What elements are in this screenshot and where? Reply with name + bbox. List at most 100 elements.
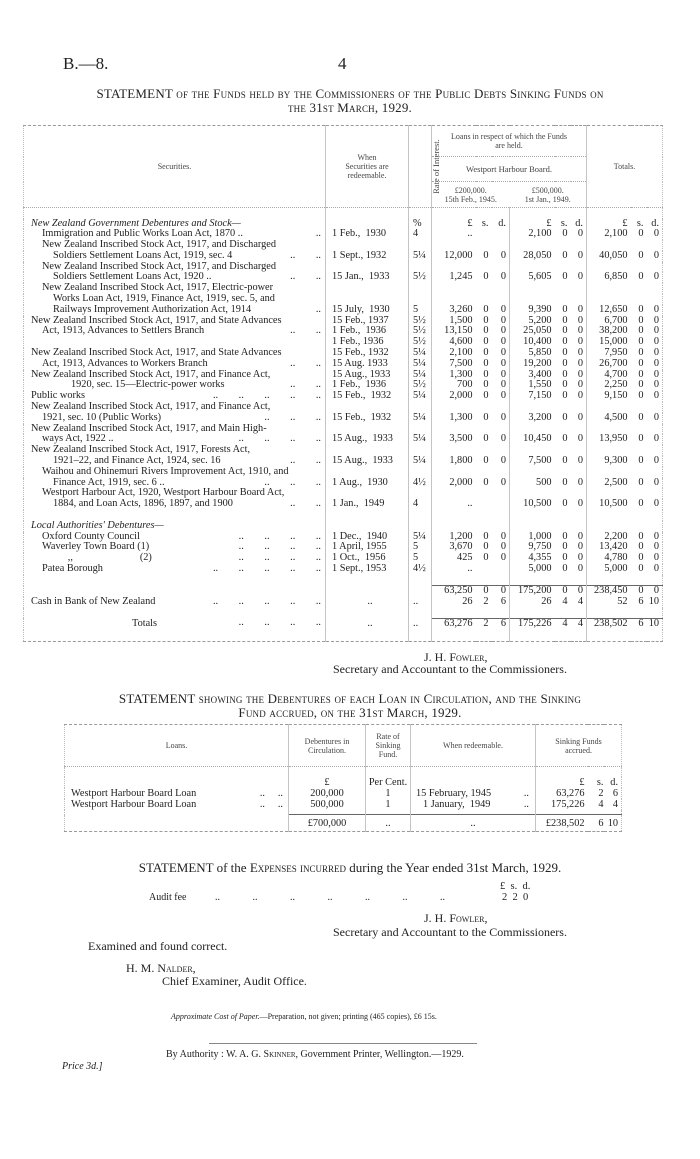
loan-200000-pounds bbox=[432, 608, 476, 619]
security-name: Railways Improvement Authorization Act, … bbox=[53, 303, 252, 315]
total-pounds: 6,850 bbox=[604, 271, 628, 283]
leader-dots: .. bbox=[523, 798, 529, 810]
security-cell: 1920, sec. 15—Electric-power works .. .. bbox=[23, 380, 326, 392]
rate-value: 1 bbox=[365, 787, 411, 799]
redeemable-date: 1 Feb., 1936 bbox=[325, 336, 409, 349]
loan-500000-shillings: 0 bbox=[562, 541, 568, 553]
table-row: New Zealand Inscribed Stock Act, 1917, a… bbox=[23, 423, 663, 435]
loan-200000-pence bbox=[491, 283, 510, 295]
loan-200000-pence: 0 bbox=[491, 358, 510, 370]
interest-rate: 5¼ bbox=[408, 455, 432, 467]
interest-rate: 5½ bbox=[408, 326, 432, 338]
rate-total: .. bbox=[365, 814, 411, 832]
security-cell: Immigration and Public Works Loan Act, 1… bbox=[23, 228, 326, 241]
leader-dots: .. bbox=[523, 787, 529, 799]
header-loan-200000: £200,000. 15th Feb., 1945. bbox=[431, 181, 510, 208]
security-name: Act, 1913, Advances to Workers Branch bbox=[42, 357, 208, 369]
total-pounds: 6,700 bbox=[604, 314, 628, 326]
security-name: New Zealand Inscribed Stock Act, 1917, a… bbox=[31, 368, 271, 380]
loan-500000-shillings: 0 bbox=[562, 455, 568, 467]
loan-200000-pounds: 1,800 bbox=[449, 455, 473, 467]
title-line-1: of the Funds held by the Commissioners o… bbox=[176, 86, 604, 101]
loan-500000-pence: 0 bbox=[570, 542, 587, 554]
debentures-statement-title: STATEMENT showing the Debentures of each… bbox=[0, 692, 700, 720]
redeemable-date bbox=[325, 510, 409, 521]
table-row: New Zealand Inscribed Stock Act, 1917, a… bbox=[23, 368, 663, 381]
loan-500000-pence: 0 bbox=[570, 412, 587, 424]
table-row: New Zealand Inscribed Stock Act, 1917, a… bbox=[23, 401, 663, 413]
interest-rate bbox=[408, 294, 432, 305]
total-pounds: 4,700 bbox=[604, 368, 628, 380]
total-pounds: 2,500 bbox=[604, 476, 628, 488]
loan-500000-pence bbox=[570, 445, 587, 457]
loan-200000-pounds: 26 bbox=[462, 595, 473, 607]
loan-500000-pounds: 3,400 bbox=[528, 368, 552, 380]
loan-500000-pence: 0 bbox=[570, 585, 587, 597]
auditor-title: Chief Examiner, Audit Office. bbox=[162, 974, 307, 988]
loan-500000-pence: 0 bbox=[570, 455, 587, 467]
total-shillings: 0 bbox=[638, 563, 644, 574]
loan-200000-pounds bbox=[432, 510, 476, 521]
total-pence: 0 bbox=[653, 347, 660, 359]
loan-500000-shillings: 0 bbox=[554, 585, 571, 597]
debentures-value: 200,000 bbox=[288, 787, 366, 799]
loan-500000-pence: 0 bbox=[570, 228, 587, 241]
total-shillings: 0 bbox=[638, 541, 644, 553]
loan-200000-pounds bbox=[432, 283, 476, 294]
loan-500000-pence: 0 bbox=[570, 531, 587, 543]
loan-200000-pounds: 1,245 bbox=[449, 271, 473, 283]
security-cell: New Zealand Inscribed Stock Act, 1917, a… bbox=[23, 401, 326, 413]
loan-200000-pence: 0 bbox=[491, 542, 510, 554]
total-pounds: 13,950 bbox=[599, 433, 628, 445]
loan-500000-pounds: 10,400 bbox=[523, 336, 552, 348]
redeemable-date: .. bbox=[325, 618, 409, 630]
leader-dots: .. .. .. .. bbox=[238, 541, 321, 553]
loan-500000-pounds: £ bbox=[546, 217, 552, 229]
total-shillings bbox=[631, 467, 647, 478]
security-cell: 1921, sec. 10 (Public Works) .. .. .. bbox=[23, 411, 326, 424]
loan-200000-shillings bbox=[476, 564, 492, 575]
table-row: 1884, and Loan Acts, 1896, 1897, and 190… bbox=[23, 498, 663, 511]
unit-pound: £ bbox=[288, 776, 366, 788]
interest-rate bbox=[408, 585, 432, 597]
loan-500000-shillings: 0 bbox=[562, 563, 568, 574]
total-pounds: 4,500 bbox=[604, 411, 628, 423]
interest-rate bbox=[408, 402, 432, 413]
table-row: Railways Improvement Authorization Act, … bbox=[23, 303, 663, 316]
sinking-pounds: 175,226 bbox=[551, 798, 585, 810]
loan-200000-pence: 0 bbox=[491, 369, 510, 381]
total-pounds: 52 bbox=[617, 595, 628, 607]
total-shillings: 0 bbox=[638, 271, 644, 283]
loan-500000-pence bbox=[570, 574, 587, 586]
loan-500000-pence bbox=[570, 294, 587, 305]
security-cell: Patea Borough .. .. .. .. .. bbox=[23, 563, 326, 575]
leader-dots: .. .. bbox=[290, 249, 321, 261]
expense-amount: 2 2 0 bbox=[502, 892, 529, 903]
total-pounds bbox=[587, 283, 631, 294]
header-when-redeemable: When Securities are redeemable. bbox=[325, 125, 409, 208]
security-name: 1921, sec. 10 (Public Works) bbox=[42, 411, 162, 423]
loan-500000-pounds: 10,500 bbox=[523, 498, 552, 510]
interest-rate bbox=[408, 510, 432, 521]
loan-500000-shillings: 0 bbox=[562, 228, 568, 240]
interest-rate: .. bbox=[408, 618, 432, 630]
total-pounds: 5,000 bbox=[604, 563, 628, 574]
total-pence: 0 bbox=[646, 585, 663, 597]
loan-200000-pence: 0 bbox=[491, 250, 510, 262]
security-cell: Act, 1913, Advances to Settlers Branch..… bbox=[23, 326, 326, 338]
loan-500000-shillings: 0 bbox=[562, 530, 568, 542]
leader-dots: .. .. bbox=[259, 798, 283, 810]
total-pence: 0 bbox=[653, 336, 660, 348]
security-name: Soldiers Settlement Loans Act, 1919, sec… bbox=[53, 249, 233, 261]
table-row bbox=[23, 510, 663, 521]
loan-500000-pence: 4 bbox=[570, 596, 587, 608]
loan-500000-shillings: 0 bbox=[562, 379, 568, 391]
security-name: Waverley Town Board (1) bbox=[42, 541, 150, 553]
leader-dots: .. .. .. bbox=[264, 476, 321, 488]
table-row: ways Act, 1922 .. .. .. .. .. 15 Aug., 193… bbox=[23, 433, 663, 446]
rate-value: 1 bbox=[365, 798, 411, 810]
security-name: Soldiers Settlement Loans Act, 1920 .. bbox=[53, 271, 212, 283]
loan-500000-shillings: 0 bbox=[562, 271, 568, 283]
header-loans: Loans. bbox=[64, 724, 289, 767]
loan-500000-shillings bbox=[555, 521, 571, 532]
